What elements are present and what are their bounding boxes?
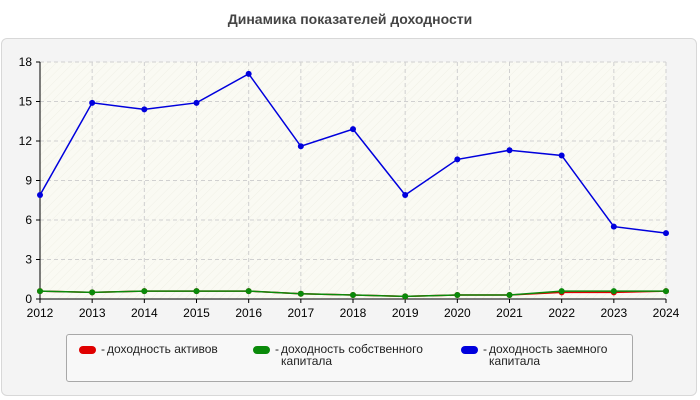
data-point-debt	[141, 106, 148, 113]
y-tick-label: 15	[19, 95, 33, 109]
x-tick-label: 2020	[444, 306, 471, 320]
data-point-debt	[610, 223, 617, 230]
data-point-equity	[402, 293, 409, 300]
legend-swatch-equity	[253, 346, 270, 354]
data-point-equity	[89, 289, 96, 296]
legend-label-debt: доходность заемного капитала	[489, 342, 608, 368]
chart-title: Динамика показателей доходности	[227, 11, 473, 27]
x-tick-label: 2018	[340, 306, 367, 320]
x-tick-label: 2012	[27, 306, 54, 320]
y-tick-label: 18	[19, 55, 33, 69]
data-point-debt	[350, 126, 356, 133]
x-tick-label: 2014	[131, 306, 158, 320]
data-point-equity	[245, 288, 252, 295]
x-tick-label: 2022	[548, 306, 575, 320]
data-point-equity	[454, 292, 461, 299]
data-point-equity	[506, 292, 513, 299]
y-tick-label: 12	[19, 134, 33, 148]
data-point-equity	[193, 288, 200, 295]
x-tick-label: 2023	[600, 306, 627, 320]
data-point-equity	[37, 288, 43, 295]
legend-dash: -	[101, 342, 105, 356]
data-point-debt	[402, 191, 409, 198]
y-tick-label: 9	[25, 174, 32, 188]
legend-swatch-assets	[79, 346, 96, 354]
data-point-debt	[506, 147, 513, 154]
legend-item-assets: - доходность активов	[79, 343, 218, 355]
legend-item-debt: - доходность заемного капитала	[461, 343, 607, 367]
legend-item-equity: - доходность собственного капитала	[253, 343, 423, 367]
data-point-debt	[37, 191, 43, 198]
x-tick-label: 2021	[496, 306, 523, 320]
legend: - доходность активов - доходность собств…	[66, 334, 633, 382]
data-point-debt	[89, 99, 96, 106]
data-point-equity	[350, 292, 356, 299]
data-point-debt	[663, 230, 669, 237]
data-point-equity	[558, 288, 565, 295]
data-point-equity	[141, 288, 148, 295]
x-tick-label: 2017	[287, 306, 314, 320]
data-point-equity	[297, 290, 304, 297]
y-tick-label: 6	[25, 213, 32, 227]
x-tick-label: 2024	[653, 306, 680, 320]
legend-dash: -	[275, 342, 279, 356]
x-tick-label: 2015	[183, 306, 210, 320]
legend-label-assets: доходность активов	[107, 342, 218, 356]
data-point-debt	[558, 152, 565, 159]
legend-dash: -	[483, 342, 487, 356]
data-point-debt	[454, 156, 461, 163]
y-tick-label: 3	[25, 253, 32, 267]
x-tick-label: 2013	[79, 306, 106, 320]
legend-label-equity: доходность собственного капитала	[281, 342, 423, 368]
x-tick-label: 2016	[235, 306, 262, 320]
data-point-debt	[193, 99, 200, 106]
data-point-debt	[245, 70, 252, 77]
y-tick-label: 0	[25, 292, 32, 306]
data-point-equity	[663, 288, 669, 295]
data-point-equity	[610, 288, 617, 295]
x-tick-label: 2019	[392, 306, 419, 320]
data-point-debt	[297, 143, 304, 150]
legend-swatch-debt	[461, 346, 478, 354]
